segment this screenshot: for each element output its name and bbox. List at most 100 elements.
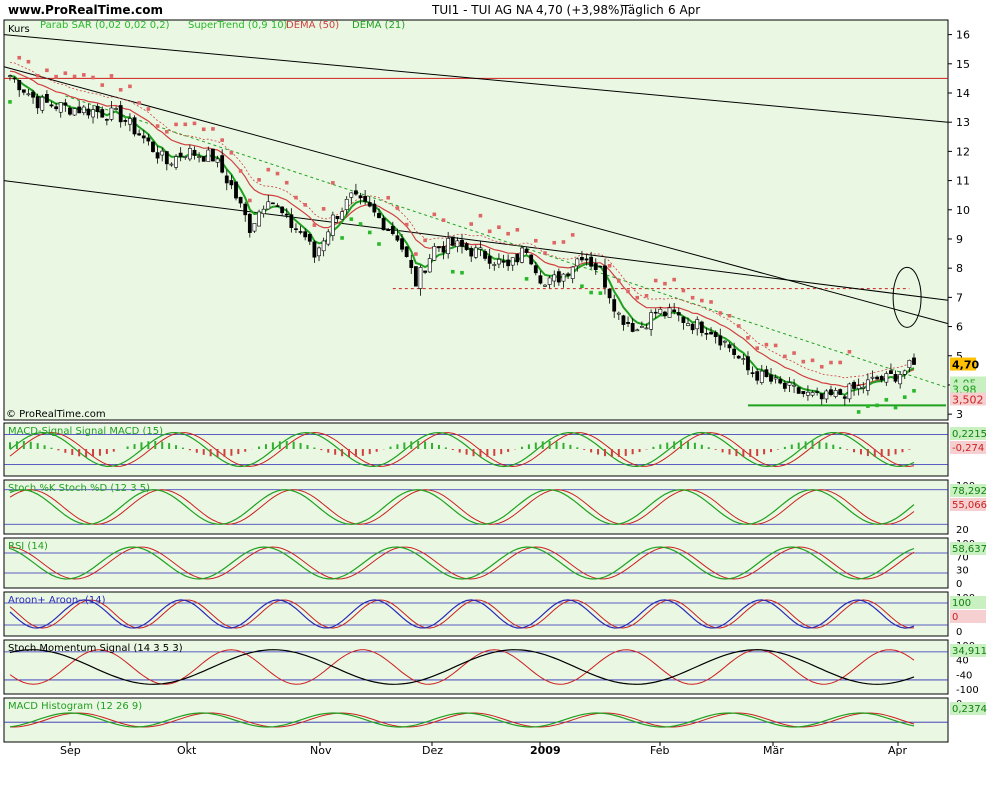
candle-body (367, 202, 372, 207)
macd-bar (403, 442, 406, 449)
candle-body (810, 392, 815, 396)
sar-dot (709, 300, 713, 304)
candle-body (26, 93, 31, 96)
candle-body (8, 75, 12, 77)
candle-body (294, 228, 298, 231)
macd-bar (216, 449, 219, 457)
macd-bar (590, 449, 593, 453)
candle-body (681, 316, 686, 323)
sar-dot (238, 169, 243, 173)
candle-body (589, 256, 594, 267)
sar-dot (211, 127, 215, 131)
sar-dot (35, 73, 40, 78)
candle-body (160, 150, 165, 156)
candle-body (49, 104, 54, 107)
macd-bar (431, 442, 434, 449)
candle-body (787, 382, 792, 386)
sar-dot (321, 207, 326, 211)
indicator-value-badge (950, 441, 986, 454)
candle-body (266, 201, 271, 210)
candle-body (201, 156, 206, 162)
macd-bar (36, 443, 39, 449)
sar-dot (893, 405, 898, 410)
candle-body (423, 270, 428, 273)
macd-bar (527, 444, 530, 449)
candle-body (856, 385, 861, 390)
x-tick-label: Sep (60, 744, 81, 757)
indicator-label: MACD Histogram (12 26 9) (8, 701, 142, 712)
sar-dot (829, 360, 833, 365)
price-tick-label: 16 (956, 29, 970, 42)
sar-dot (266, 167, 271, 172)
candle-body (607, 288, 612, 299)
price-tick-label: 3 (956, 408, 963, 421)
sar-dot (884, 398, 889, 402)
candle-body (833, 390, 838, 397)
dema-50-band (9, 62, 915, 379)
candle-body (893, 374, 898, 382)
sar-dot (506, 231, 510, 236)
candle-body (796, 387, 801, 394)
candle-body (478, 247, 483, 250)
candle-body (649, 312, 654, 330)
sar-dot (450, 269, 455, 274)
price-value-label: 3,502 (952, 394, 984, 407)
macd-bar (700, 444, 703, 449)
candle-body (289, 214, 294, 228)
indicator-value-badge (950, 596, 986, 609)
macd-bar (327, 449, 330, 453)
sar-dot (644, 293, 649, 298)
candle-body (224, 175, 229, 184)
macd-bar (659, 444, 662, 449)
indicator-label: MACD-Signal Signal MACD (15) (8, 426, 163, 437)
sar-dot (810, 358, 815, 363)
macd-bar (465, 449, 468, 455)
x-tick-label: Okt (177, 744, 197, 757)
candle-body (21, 89, 26, 93)
macd-bar (98, 449, 101, 456)
sar-dot (838, 360, 843, 365)
candle-body (104, 118, 109, 121)
sar-dot (386, 195, 391, 200)
candle-body (852, 381, 856, 389)
site-name[interactable]: www.ProRealTime.com (8, 3, 163, 17)
candle-body (409, 259, 414, 268)
candle-body (243, 203, 248, 216)
candle-body (174, 156, 178, 168)
sar-dot (783, 354, 787, 359)
candle-body (667, 307, 672, 318)
macd-bar (161, 441, 164, 449)
candle-body (211, 148, 215, 162)
sar-dot (118, 87, 123, 92)
candle-body (298, 231, 303, 233)
candle-body (566, 273, 570, 276)
macd-bar (168, 443, 171, 449)
candle-body (750, 372, 755, 374)
sar-dot (589, 290, 593, 295)
sar-dot (367, 230, 372, 235)
sar-dot (515, 227, 520, 232)
candle-body (506, 259, 511, 267)
macd-bar (790, 444, 793, 449)
sar-dot (598, 291, 603, 295)
candle-body (197, 156, 202, 158)
candle-body (663, 311, 667, 317)
sar-dot (192, 121, 197, 126)
candle-body (377, 212, 381, 219)
candle-body (280, 206, 285, 214)
sar-dot (284, 180, 289, 185)
macd-bar (299, 443, 302, 449)
sar-dot (109, 74, 114, 78)
sar-dot (773, 343, 778, 348)
candle-body (870, 376, 875, 379)
indicator-label: Stoch Momentum Signal (14 3 5 3) (8, 643, 183, 654)
candle-body (778, 379, 783, 384)
macd-bar (507, 449, 510, 452)
indicator-value-badge (950, 498, 986, 511)
macd-bar (534, 442, 537, 449)
macd-bar (811, 441, 814, 449)
candle-body (815, 391, 820, 393)
sar-dot (81, 73, 86, 77)
macd-bar (57, 449, 60, 451)
indicator-label: RSI (14) (8, 541, 48, 552)
